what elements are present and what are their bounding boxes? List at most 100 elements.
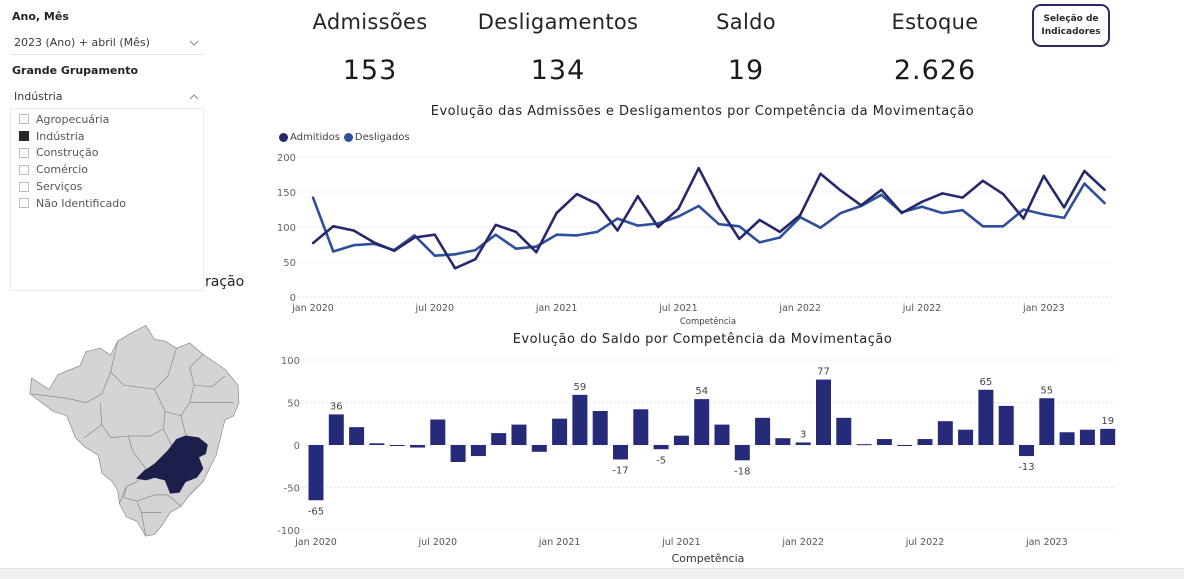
data-point-admitidos[interactable] xyxy=(352,229,355,232)
data-point-admitidos[interactable] xyxy=(880,188,883,192)
data-point-admitidos[interactable] xyxy=(453,267,457,270)
data-point-admitidos[interactable] xyxy=(433,233,436,236)
data-point-desligados[interactable] xyxy=(1002,225,1005,228)
data-point-desligados[interactable] xyxy=(941,211,944,215)
data-point-admitidos[interactable] xyxy=(636,195,639,198)
checkbox[interactable] xyxy=(19,147,29,158)
legend-desligados-label[interactable]: Desligados xyxy=(354,132,410,143)
saldo-bar[interactable] xyxy=(572,394,588,445)
data-point-admitidos[interactable] xyxy=(413,236,416,239)
saldo-bar[interactable] xyxy=(1100,428,1116,445)
saldo-bar[interactable] xyxy=(552,418,568,445)
data-point-desligados[interactable] xyxy=(596,230,599,234)
data-point-admitidos[interactable] xyxy=(677,207,680,210)
series-line-admitidos[interactable] xyxy=(312,166,1106,270)
saldo-bar[interactable] xyxy=(978,389,994,445)
group-option[interactable]: Agropecuária xyxy=(11,111,203,128)
checkbox[interactable] xyxy=(19,181,29,192)
group-option[interactable]: Serviços xyxy=(11,178,203,195)
saldo-bar[interactable] xyxy=(897,445,913,446)
data-point-desligados[interactable] xyxy=(535,245,538,248)
saldo-bar[interactable] xyxy=(917,439,933,445)
data-point-admitidos[interactable] xyxy=(920,200,924,203)
data-point-admitidos[interactable] xyxy=(555,211,558,215)
data-point-admitidos[interactable] xyxy=(738,237,741,241)
data-point-admitidos[interactable] xyxy=(981,179,985,182)
indicator-selection-button[interactable]: Seleção de Indicadores xyxy=(1032,4,1110,47)
data-point-admitidos[interactable] xyxy=(393,249,396,252)
data-point-desligados[interactable] xyxy=(819,226,822,229)
data-point-admitidos[interactable] xyxy=(616,229,619,232)
checkbox[interactable] xyxy=(19,164,29,175)
line-chart[interactable]: 0 50 100 150 200 jan 2020 jul 2020 jan 2021 jul … xyxy=(270,145,1120,330)
data-point-desligados[interactable] xyxy=(758,241,761,244)
saldo-bar[interactable] xyxy=(389,445,405,446)
data-point-desligados[interactable] xyxy=(717,223,721,226)
series-line-desligados[interactable] xyxy=(311,182,1106,257)
saldo-bar[interactable] xyxy=(653,445,669,450)
brazil-map[interactable] xyxy=(14,305,260,553)
data-point-desligados[interactable] xyxy=(636,224,639,227)
saldo-bar[interactable] xyxy=(734,445,750,461)
data-point-admitidos[interactable] xyxy=(332,225,335,228)
data-point-desligados[interactable] xyxy=(1022,208,1025,211)
group-dropdown[interactable]: Indústria xyxy=(10,85,204,109)
data-point-admitidos[interactable] xyxy=(859,204,863,207)
bar-chart[interactable]: -100 -50 0 50 100 jan 2020 jul 2020 jan 2021 jul… xyxy=(270,350,1120,570)
saldo-bar[interactable] xyxy=(633,409,649,445)
saldo-bar[interactable] xyxy=(673,435,689,445)
checkbox[interactable] xyxy=(19,131,29,142)
data-point-admitidos[interactable] xyxy=(900,211,903,215)
group-option[interactable]: Indústria xyxy=(11,128,203,145)
data-point-admitidos[interactable] xyxy=(596,202,599,206)
saldo-bar[interactable] xyxy=(410,445,425,448)
data-point-desligados[interactable] xyxy=(961,209,964,212)
data-point-admitidos[interactable] xyxy=(941,192,944,195)
saldo-bar[interactable] xyxy=(328,414,344,445)
data-point-admitidos[interactable] xyxy=(1042,174,1045,178)
saldo-bar[interactable] xyxy=(511,424,527,445)
saldo-bar[interactable] xyxy=(491,433,507,445)
data-point-desligados[interactable] xyxy=(880,193,883,196)
data-point-desligados[interactable] xyxy=(453,253,457,256)
data-point-desligados[interactable] xyxy=(1042,213,1045,216)
data-point-desligados[interactable] xyxy=(697,204,700,208)
saldo-bar[interactable] xyxy=(694,399,710,445)
data-point-admitidos[interactable] xyxy=(656,225,660,229)
saldo-bar[interactable] xyxy=(430,419,446,446)
data-point-admitidos[interactable] xyxy=(697,167,700,170)
data-point-admitidos[interactable] xyxy=(1022,217,1025,220)
data-point-desligados[interactable] xyxy=(677,215,680,218)
data-point-desligados[interactable] xyxy=(738,225,741,228)
period-dropdown[interactable]: 2023 (Ano) + abril (Mês) xyxy=(10,31,204,55)
saldo-bar[interactable] xyxy=(349,427,365,445)
group-option[interactable]: Comércio xyxy=(11,161,203,178)
saldo-bar[interactable] xyxy=(816,379,831,445)
saldo-bar[interactable] xyxy=(876,439,892,445)
data-point-admitidos[interactable] xyxy=(961,196,964,199)
saldo-bar[interactable] xyxy=(1059,432,1075,445)
data-point-desligados[interactable] xyxy=(616,217,619,220)
data-point-desligados[interactable] xyxy=(1103,202,1106,205)
data-point-desligados[interactable] xyxy=(311,196,315,199)
data-point-admitidos[interactable] xyxy=(717,206,721,209)
data-point-admitidos[interactable] xyxy=(819,172,822,175)
data-point-desligados[interactable] xyxy=(474,248,477,252)
data-point-admitidos[interactable] xyxy=(799,213,802,217)
data-point-admitidos[interactable] xyxy=(535,251,538,254)
data-point-desligados[interactable] xyxy=(494,233,497,236)
saldo-bar[interactable] xyxy=(592,411,608,445)
data-point-desligados[interactable] xyxy=(1062,216,1066,220)
saldo-bar[interactable] xyxy=(775,438,791,445)
saldo-bar[interactable] xyxy=(755,417,771,445)
saldo-bar[interactable] xyxy=(998,405,1014,445)
data-point-desligados[interactable] xyxy=(575,234,579,237)
saldo-bar[interactable] xyxy=(450,445,466,462)
data-point-admitidos[interactable] xyxy=(758,218,761,222)
data-point-admitidos[interactable] xyxy=(575,192,579,196)
data-point-admitidos[interactable] xyxy=(1103,188,1106,192)
data-point-desligados[interactable] xyxy=(413,234,416,237)
checkbox[interactable] xyxy=(19,114,29,125)
saldo-bar[interactable] xyxy=(613,445,628,460)
saldo-bar[interactable] xyxy=(1079,429,1095,445)
